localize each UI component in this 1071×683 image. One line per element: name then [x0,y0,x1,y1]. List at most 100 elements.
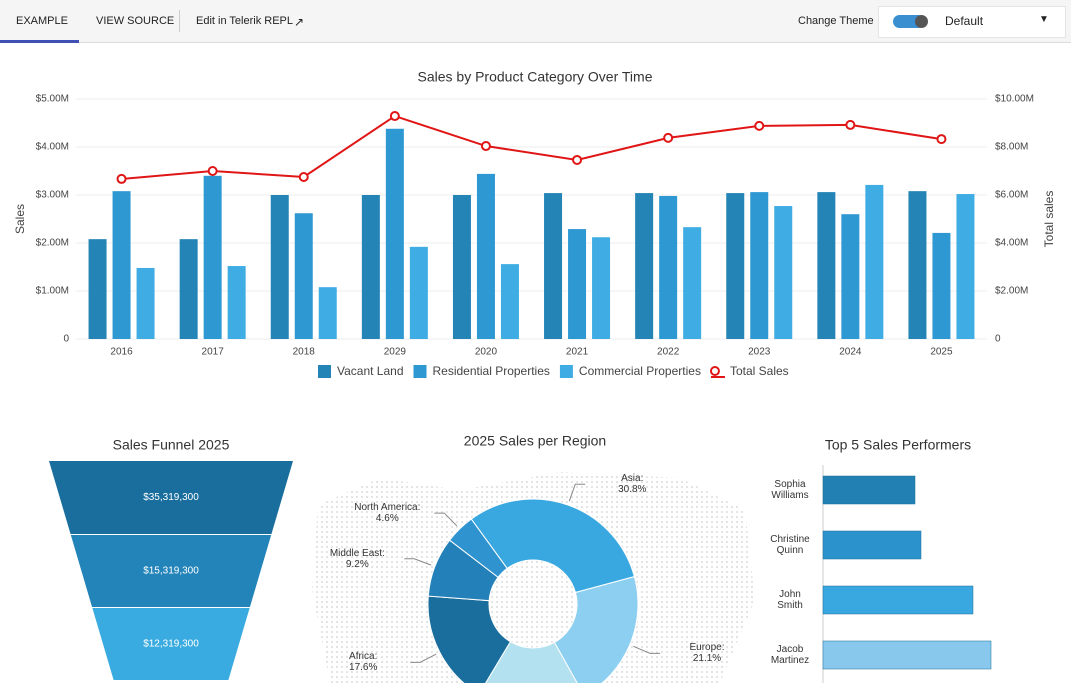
x-tick-label: 2016 [110,347,133,358]
funnel-segment [70,535,272,607]
funnel-label: $15,319,300 [143,566,199,577]
bar [203,175,222,339]
line [121,114,942,180]
divider [179,10,180,32]
y2-tick-label: $8.00M [995,142,1028,153]
leader-line [410,653,437,663]
bar [452,195,471,339]
legend-swatch [709,366,720,376]
x-tick-label: 2025 [930,347,953,358]
region-name: Middle East: [329,547,385,559]
bar [544,193,563,339]
line-marker [663,132,674,143]
bar [270,195,289,339]
dropdown-arrow: ▼ [1039,14,1049,25]
theme-label: Change Theme [798,15,874,27]
y-tick-label: $1.00M [36,286,69,297]
bar [841,214,860,339]
world-map [312,472,755,683]
performer-name: Sophia Williams [771,479,809,501]
legend-label: Vacant Land [337,364,404,378]
line-marker [754,120,765,131]
x-tick-label: 2029 [384,347,407,358]
bar [112,191,131,339]
bar [500,264,519,339]
y-tick-label: 0 [63,334,69,345]
chart-title: Sales Funnel 2025 [113,437,230,453]
line-marker [116,173,127,184]
y-axis-title: Sales [13,204,27,234]
bar [908,191,927,339]
y-tick-label: $4.00M [36,142,69,153]
legend-swatch [559,365,573,378]
bar [179,239,198,339]
legend-swatch [413,365,427,378]
leader-line [404,558,432,566]
bar [568,229,587,339]
bar [750,192,769,339]
y2-axis-title: Total sales [1042,191,1056,248]
bar [822,585,974,615]
donut-slice [427,595,512,683]
donut-slice [485,641,578,683]
bar [822,475,916,505]
bar [726,193,745,339]
legend-label: Total Sales [730,364,789,378]
tab[interactable]: EXAMPLE [16,15,68,27]
line-marker [207,166,218,176]
legend-swatch [318,365,331,378]
repl-link[interactable]: Edit in Telerik REPL [196,15,294,27]
x-tick-label: 2018 [293,347,316,358]
bar [683,227,702,339]
region-name: Asia: [621,473,644,485]
bar [817,192,836,339]
line-marker [936,134,947,145]
bar [88,239,107,339]
donut-slice [448,518,508,578]
bar [592,237,611,339]
tab-underline [0,40,79,43]
y-tick-label: $5.00M [36,94,69,105]
bar [659,195,678,339]
bar [318,287,337,339]
region-label: Africa: 17.6% [318,651,408,673]
region-name: Europe: [689,642,725,654]
region-name: North America: [354,502,421,514]
region-label: Middle East: 9.2% [312,548,402,570]
line-marker [389,111,400,122]
region-label: North America: 4.6% [342,502,432,524]
leader-line [434,512,458,527]
line-marker [298,172,309,182]
tab[interactable]: VIEW SOURCE [96,15,175,27]
theme-swatch [915,15,928,28]
line-marker [572,154,583,165]
y2-tick-label: $4.00M [995,238,1028,249]
legend-label: Commercial Properties [579,364,701,378]
x-tick-label: 2020 [475,347,498,358]
bar [294,213,313,339]
bar [476,173,495,339]
funnel-segment [92,608,250,680]
chart-title: 2025 Sales per Region [464,433,606,449]
region-label: Europe: 21.1% [662,642,752,664]
x-tick-label: 2017 [202,347,225,358]
bar [227,266,246,339]
funnel-segment [49,461,293,534]
funnel-label: $12,319,300 [143,639,199,650]
region-value: 17.6% [349,662,378,674]
x-tick-label: 2024 [839,347,862,358]
chart-title: Sales by Product Category Over Time [418,69,653,85]
line-marker [845,119,856,130]
donut-slice [470,498,635,594]
legend-label: Residential Properties [433,364,550,378]
bar [822,530,922,560]
leader-line [633,645,661,654]
funnel-label: $35,319,300 [143,492,199,503]
theme-select[interactable]: Default ▼ [878,6,1066,38]
bar [822,640,992,670]
y2-tick-label: $10.00M [995,94,1034,105]
bar [136,267,155,339]
bar [409,246,428,339]
